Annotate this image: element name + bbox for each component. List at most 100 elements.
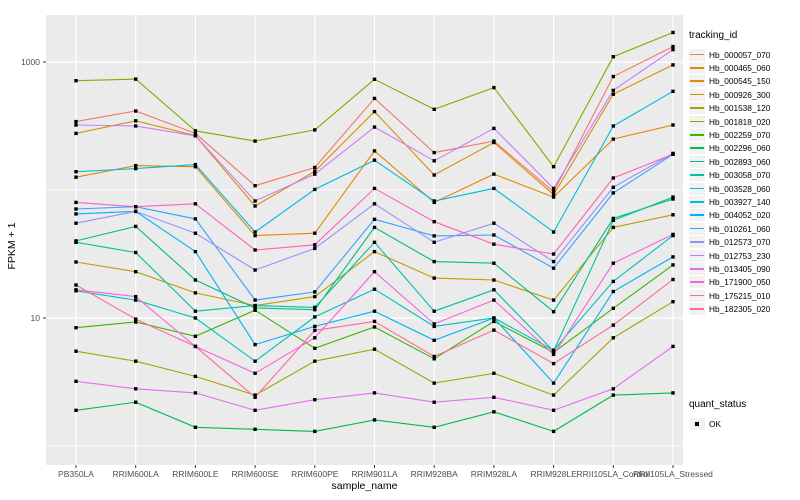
quant-status-key <box>689 417 705 430</box>
x-tick-label: RRIM928LA <box>471 469 518 479</box>
data-point <box>193 309 198 313</box>
data-point <box>671 255 675 259</box>
data-point <box>551 252 556 256</box>
legend-item-Hb_003927_140: Hb_003927_140 <box>689 195 799 208</box>
data-point <box>372 217 377 221</box>
legend-item-Hb_003058_070: Hb_003058_070 <box>689 169 799 182</box>
data-point <box>432 220 436 224</box>
legend-item-Hb_013405_090: Hb_013405_090 <box>689 262 799 275</box>
legend-key-swatch <box>689 155 705 168</box>
data-point <box>671 44 675 49</box>
data-point <box>193 334 198 338</box>
data-point <box>193 217 198 221</box>
legend-item-label: Hb_000057_070 <box>709 49 771 60</box>
data-point <box>492 410 496 414</box>
legend-item-Hb_004052_020: Hb_004052_020 <box>689 209 799 222</box>
legend-item-label: Hb_001818_020 <box>709 116 771 127</box>
data-point <box>134 387 138 391</box>
legend-item-label: Hb_012573_070 <box>709 237 771 248</box>
data-point <box>551 230 556 234</box>
data-point <box>551 310 556 314</box>
data-point <box>611 88 615 93</box>
data-point <box>313 359 317 363</box>
legend-key-swatch <box>689 195 705 208</box>
data-point <box>432 159 436 163</box>
data-point <box>432 425 436 429</box>
x-tick-label: RRIM600LA <box>113 469 160 479</box>
data-point <box>313 243 317 247</box>
legend-item-label: Hb_003528_060 <box>709 183 771 194</box>
legend-item-label: Hb_182305_020 <box>709 304 771 315</box>
legend-item-Hb_001818_020: Hb_001818_020 <box>689 115 799 128</box>
data-point <box>611 218 615 222</box>
x-tick-label: RRIM901LA <box>351 469 398 479</box>
data-point <box>671 344 675 349</box>
legend-key-swatch <box>689 209 705 222</box>
x-tick-label: RRIM600PE <box>291 469 339 479</box>
data-point <box>551 195 556 199</box>
legend-key-swatch <box>689 88 705 101</box>
legend-key-line-icon <box>690 294 704 297</box>
legend-item-label: Hb_004052_020 <box>709 210 771 221</box>
data-point <box>74 408 78 412</box>
data-point <box>551 352 556 357</box>
data-point <box>253 139 257 143</box>
data-point <box>193 162 198 167</box>
data-point <box>372 418 377 422</box>
data-point <box>611 191 615 195</box>
legend-item-label: Hb_013405_090 <box>709 263 771 274</box>
legend-key-line-icon <box>690 67 704 69</box>
data-point <box>372 149 377 153</box>
legend-item-label: Hb_000465_060 <box>709 63 771 74</box>
data-point <box>193 291 198 295</box>
data-point <box>492 261 496 265</box>
data-point <box>611 185 615 189</box>
data-point <box>193 202 198 206</box>
legend-key-swatch <box>689 262 705 275</box>
legend-key-line-icon <box>690 187 704 190</box>
y-tick-label: 10 <box>31 313 41 323</box>
data-point <box>134 205 138 209</box>
data-point <box>432 309 436 313</box>
data-point <box>193 249 198 254</box>
data-point <box>253 342 257 347</box>
legend-item-label: Hb_002296_060 <box>709 143 771 154</box>
legend-key-line-icon <box>690 147 704 150</box>
legend-key-line-icon <box>690 241 704 243</box>
data-point <box>74 326 78 330</box>
quant-status-legend: quant_status OK <box>689 399 799 430</box>
data-point <box>372 309 377 313</box>
data-point <box>253 233 257 238</box>
legend-key-swatch <box>689 169 705 182</box>
legend-key-line-icon <box>690 107 704 109</box>
data-point <box>492 233 496 237</box>
legend-key-line-icon <box>690 53 704 56</box>
x-axis-title: sample_name <box>331 480 398 492</box>
legend-key-line-icon <box>690 267 704 270</box>
data-point <box>372 186 377 191</box>
data-point <box>372 202 377 206</box>
x-tick-label: RRIM600LE <box>172 469 219 479</box>
data-point <box>193 374 198 379</box>
data-point <box>492 85 496 90</box>
legend-key-swatch <box>689 236 705 249</box>
data-point <box>492 371 496 375</box>
legend-item-label: Hb_001538_120 <box>709 103 771 114</box>
data-point <box>372 347 377 351</box>
data-point <box>74 119 78 124</box>
data-point <box>134 124 138 128</box>
data-point <box>313 187 317 192</box>
data-point <box>551 381 556 385</box>
legend-key-swatch <box>689 102 705 115</box>
legend-key-line-icon <box>690 174 704 176</box>
data-point <box>611 306 615 310</box>
data-point <box>253 359 257 363</box>
plot-panel <box>46 15 683 465</box>
legend-key-swatch <box>689 75 705 88</box>
data-point <box>611 137 615 141</box>
data-point <box>253 427 257 431</box>
data-point <box>671 263 675 267</box>
data-point <box>671 277 675 282</box>
legend-key-line-icon <box>690 120 704 123</box>
legend-key-line-icon <box>690 93 704 96</box>
